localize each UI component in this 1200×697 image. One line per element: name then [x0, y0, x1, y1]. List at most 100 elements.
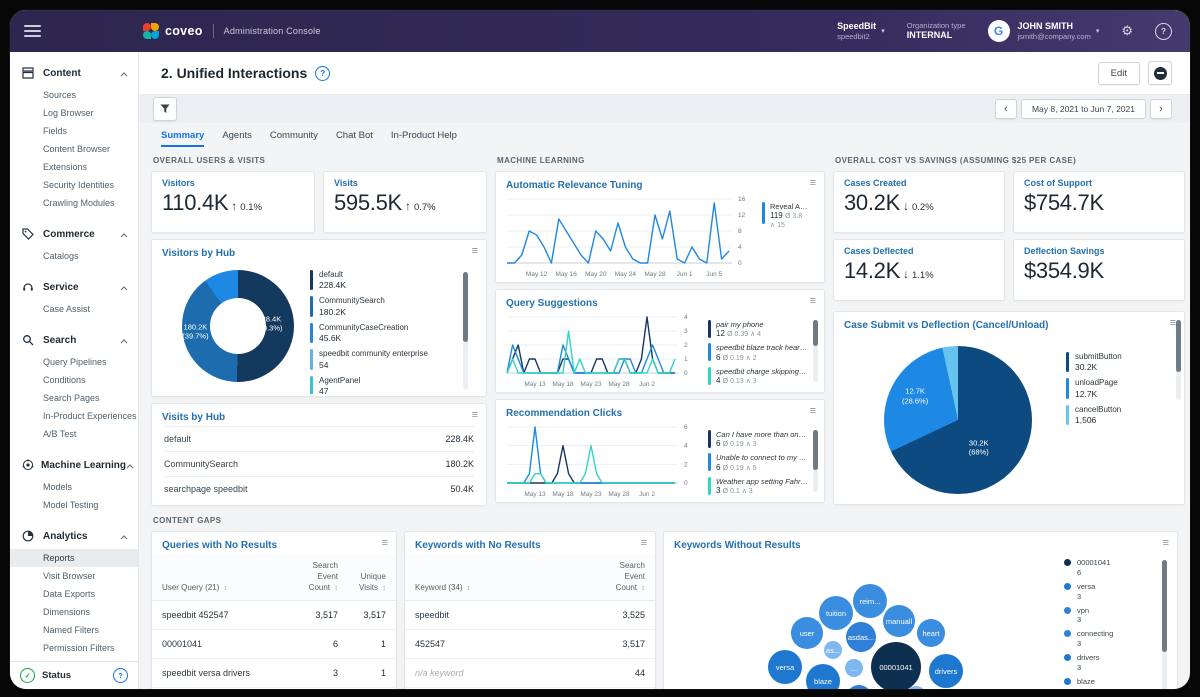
- edit-button[interactable]: Edit: [1097, 61, 1140, 85]
- svg-text:Jun 2: Jun 2: [639, 381, 655, 388]
- user-menu[interactable]: G JOHN SMITH jsmith@company.com ▾: [987, 20, 1099, 42]
- kpi-card-cases-created: Cases Created 30.2K ↓ 0.2%: [833, 171, 1005, 233]
- page-3[interactable]: 3: [297, 504, 302, 505]
- chart-menu-icon[interactable]: ≡: [1169, 317, 1176, 329]
- status-bar[interactable]: ✓ Status ?: [10, 661, 138, 689]
- chart-menu-icon[interactable]: ≡: [1162, 537, 1169, 549]
- org-selector[interactable]: SpeedBit speedbit2 ▾: [837, 21, 885, 42]
- filter-button[interactable]: [153, 97, 177, 121]
- chart-menu-icon[interactable]: ≡: [809, 177, 816, 189]
- scrollbar-thumb[interactable]: [813, 430, 818, 470]
- tab-summary[interactable]: Summary: [161, 130, 205, 147]
- sidebar-section-header-commerce[interactable]: Commerce: [10, 221, 138, 247]
- column-header[interactable]: User Query (21) ↕: [162, 583, 228, 593]
- recommendation-clicks-line-chart: 0 2 4 6 May 13 May 18 May 23 May 28 Jun 2: [504, 424, 700, 502]
- sidebar-item-content-browser[interactable]: Content Browser: [43, 144, 111, 154]
- legend-stats: 4 Ø 0.13 ∧ 3: [716, 376, 757, 386]
- column-header[interactable]: Search Event Count ↕: [308, 561, 338, 593]
- tab-agents[interactable]: Agents: [222, 130, 252, 141]
- sidebar-item-crawling-modules[interactable]: Crawling Modules: [43, 198, 115, 208]
- sidebar-item-security-identities[interactable]: Security Identities: [43, 180, 115, 190]
- legend-value: 3: [1077, 615, 1082, 625]
- page-1[interactable]: 1: [270, 504, 275, 505]
- sidebar-item-model-testing[interactable]: Model Testing: [43, 500, 99, 510]
- legend-text: unloadPage 12.7K: [1075, 378, 1118, 398]
- sidebar-section-header-search[interactable]: Search: [10, 327, 138, 353]
- sidebar-item-fields[interactable]: Fields: [43, 126, 68, 136]
- sidebar-item-catalogs[interactable]: Catalogs: [43, 251, 79, 261]
- legend-value: 30.2K: [1075, 362, 1098, 373]
- legend-item-unloadpage: unloadPage 12.7K: [1066, 378, 1176, 399]
- chevron-up-icon: [126, 456, 134, 474]
- scrollbar[interactable]: [813, 430, 818, 492]
- sidebar-item-visit-browser[interactable]: Visit Browser: [43, 571, 96, 581]
- chart-menu-icon[interactable]: ≡: [471, 245, 478, 257]
- status-help-icon[interactable]: ?: [113, 668, 128, 683]
- tab-in-product-help[interactable]: In-Product Help: [390, 130, 457, 141]
- chart-menu-icon[interactable]: ≡: [381, 537, 388, 549]
- sidebar-section-header-service[interactable]: Service: [10, 274, 138, 300]
- column-header[interactable]: Unique Visits ↕: [359, 572, 386, 593]
- chart-menu-icon[interactable]: ≡: [471, 409, 478, 421]
- scrollbar-thumb[interactable]: [813, 320, 818, 346]
- date-prev-button[interactable]: ‹: [994, 99, 1017, 119]
- page-2[interactable]: 2: [283, 504, 288, 505]
- help-icon[interactable]: ?: [1155, 22, 1172, 40]
- sidebar-item-permission-filters[interactable]: Permission Filters: [43, 643, 115, 653]
- chart-menu-icon[interactable]: ≡: [809, 295, 816, 307]
- kpi-delta: 1.1%: [912, 270, 934, 281]
- page-7[interactable]: 7: [352, 504, 357, 505]
- sidebar-section-header-analytics[interactable]: Analytics: [10, 523, 138, 549]
- sidebar-item-query-pipelines[interactable]: Query Pipelines: [43, 357, 107, 367]
- legend-value: 54: [319, 359, 329, 370]
- page-help-icon[interactable]: ?: [315, 65, 331, 81]
- card-title: Keywords Without Results: [674, 540, 801, 551]
- legend-dot: [1064, 606, 1071, 614]
- gear-icon[interactable]: ⚙: [1121, 23, 1133, 38]
- sidebar-item-sources[interactable]: Sources: [43, 90, 77, 100]
- page-5[interactable]: 5: [324, 504, 329, 505]
- pie-data-label: 180.2K (39.7%): [182, 322, 209, 341]
- sidebar-item-in-product-experiences[interactable]: In-Product Experiences: [43, 411, 137, 421]
- sidebar-item-data-exports[interactable]: Data Exports: [43, 589, 96, 599]
- tab-community[interactable]: Community: [269, 130, 318, 141]
- sidebar-item-extensions[interactable]: Extensions: [43, 162, 88, 172]
- legend-color-bar: [708, 453, 711, 472]
- search-icon: [22, 334, 36, 346]
- page-4[interactable]: 4: [311, 504, 316, 505]
- sidebar-item-dimensions[interactable]: Dimensions: [43, 607, 91, 617]
- column-header[interactable]: Search Event Count ↕: [615, 561, 645, 593]
- sidebar-item-log-browser[interactable]: Log Browser: [43, 108, 94, 118]
- sidebar-item-case-assist[interactable]: Case Assist: [43, 304, 91, 314]
- date-range[interactable]: May 8, 2021 to Jun 7, 2021: [1020, 99, 1146, 119]
- hub-value: 180.2K: [445, 459, 474, 469]
- page-6[interactable]: 6: [338, 504, 343, 505]
- svg-text:May 18: May 18: [552, 491, 574, 498]
- sidebar-item-conditions[interactable]: Conditions: [43, 375, 86, 385]
- scrollbar-thumb[interactable]: [463, 272, 468, 342]
- sidebar-item-named-filters[interactable]: Named Filters: [43, 625, 100, 635]
- hub-value: 50.4K: [450, 484, 474, 494]
- keyword-bubble-blaze: blaze: [806, 664, 840, 689]
- table-row: 452547 3,517: [405, 630, 655, 659]
- schedule-button[interactable]: [1148, 61, 1172, 85]
- sidebar-section-header-machine-learning[interactable]: Machine Learning: [10, 452, 138, 478]
- column-header[interactable]: Keyword (34) ↕: [415, 583, 471, 593]
- sidebar-item-a-b-test[interactable]: A/B Test: [43, 429, 77, 439]
- date-next-button[interactable]: ›: [1150, 99, 1172, 119]
- chart-menu-icon[interactable]: ≡: [809, 405, 816, 417]
- tab-chat-bot[interactable]: Chat Bot: [335, 130, 373, 141]
- scrollbar[interactable]: [813, 320, 818, 382]
- page-next-icon[interactable]: ›: [366, 504, 369, 505]
- sidebar-section-header-content[interactable]: Content: [10, 60, 138, 86]
- sidebar-item-search-pages[interactable]: Search Pages: [43, 393, 100, 403]
- hamburger-menu-icon[interactable]: [24, 25, 41, 37]
- scrollbar[interactable]: [463, 272, 468, 390]
- recommendation-clicks-card: Recommendation Clicks ≡ 0 2 4 6 May 13 May 18…: [495, 399, 825, 503]
- chart-menu-icon[interactable]: ≡: [640, 537, 647, 549]
- svg-text:0: 0: [684, 370, 688, 377]
- sidebar-item-models[interactable]: Models: [43, 482, 73, 492]
- sidebar-item-reports[interactable]: Reports: [10, 549, 138, 567]
- legend-text: cancelButton 1,506: [1075, 405, 1121, 425]
- legend-text: submitButton 30.2K: [1075, 352, 1122, 372]
